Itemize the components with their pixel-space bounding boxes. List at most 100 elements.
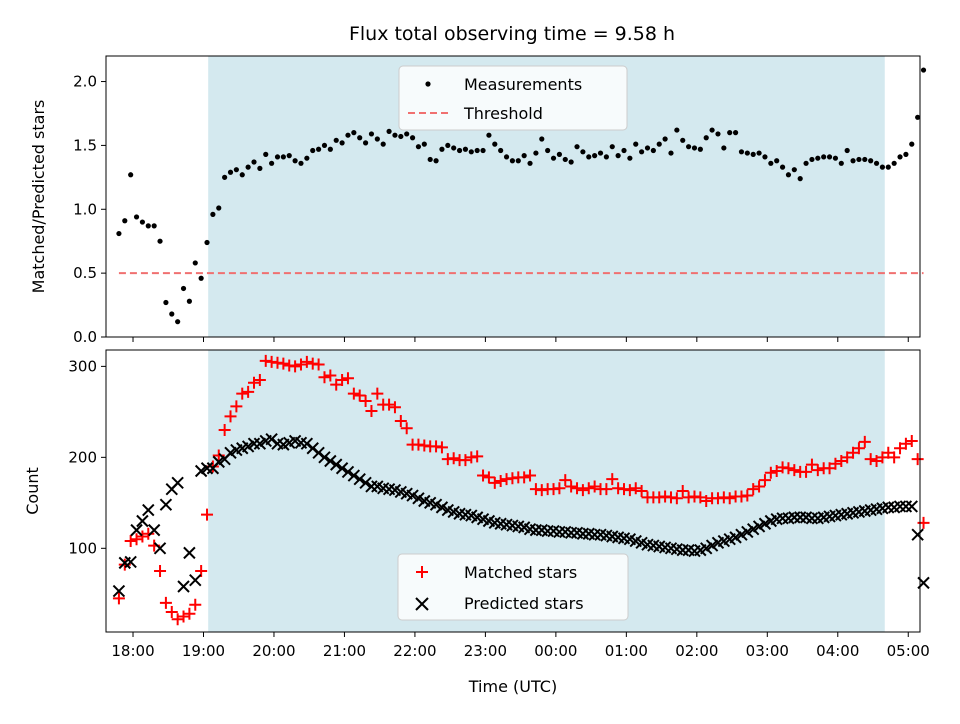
measurement-point — [286, 153, 292, 159]
measurement-point — [180, 285, 187, 292]
measurement-point — [116, 230, 122, 237]
measurement-point — [873, 160, 880, 166]
top-y-tick-label: 0.5 — [73, 264, 97, 282]
bottom-panel: 100 200 300 18:00 19:00 20:00 21:00 22:00 23:00 0… — [23, 349, 930, 696]
measurement-point — [204, 239, 210, 246]
x-tick-label: 04:00 — [816, 642, 859, 660]
predicted-star-point — [893, 500, 907, 513]
bottom-ticks: 100 200 300 18:00 19:00 20:00 21:00 22:00 23:00 0… — [68, 357, 930, 660]
measurement-point — [639, 149, 645, 155]
matched-star-point — [758, 474, 771, 487]
matched-star-point — [805, 458, 818, 471]
matched-star-point — [394, 414, 407, 427]
measurement-point — [803, 160, 809, 166]
matched-star-point — [159, 596, 172, 609]
measurement-point — [885, 164, 891, 170]
top-series — [116, 67, 927, 325]
measurement-point — [774, 158, 780, 164]
predicted-star-point — [153, 542, 167, 555]
matched-star-point — [471, 450, 484, 463]
bottom-y-tick-label: 300 — [68, 357, 97, 375]
measurement-point — [574, 144, 580, 150]
measurement-point — [615, 153, 621, 159]
measurement-point — [409, 135, 416, 141]
predicted-star-point — [171, 476, 184, 490]
matched-star-point — [383, 398, 396, 411]
matched-star-point — [788, 464, 801, 477]
matched-star-point — [336, 374, 349, 387]
measurement-point — [815, 155, 821, 161]
predicted-star-point — [793, 511, 807, 524]
matched-star-point — [447, 452, 460, 465]
measurement-point — [785, 172, 792, 178]
measurement-point — [597, 150, 604, 156]
matched-star-point — [800, 465, 813, 478]
measurement-point — [233, 167, 239, 173]
legend-matched-marker — [416, 566, 428, 578]
bottom-legend: Matched stars Predicted stars — [397, 553, 629, 621]
predicted-star-point — [112, 584, 126, 598]
matched-star-point — [142, 527, 155, 540]
measurement-point — [492, 141, 498, 147]
measurement-point — [222, 174, 228, 180]
measurement-point — [145, 223, 151, 229]
matched-star-point — [112, 592, 125, 605]
measurement-point — [644, 145, 651, 151]
measurement-point — [503, 154, 510, 160]
matched-star-point — [670, 492, 683, 505]
matched-star-point — [218, 424, 231, 437]
measurement-point — [721, 145, 727, 151]
predicted-star-point — [335, 462, 349, 475]
matched-star-point — [852, 442, 865, 455]
matched-star-point — [588, 480, 601, 493]
matched-star-point — [130, 533, 143, 546]
matched-star-point — [189, 598, 202, 611]
predicted-star-point — [776, 512, 789, 525]
matched-star-point — [277, 357, 290, 370]
predicted-star-point — [200, 462, 214, 475]
matched-star-point — [212, 449, 225, 462]
measurement-point — [832, 155, 839, 161]
measurement-point — [386, 128, 392, 134]
predicted-star-point — [130, 523, 143, 537]
top-y-tick-label: 0.0 — [73, 328, 97, 346]
matched-star-point — [899, 437, 912, 450]
measurement-point — [398, 133, 404, 140]
predicted-star-point — [576, 527, 590, 540]
matched-star-point — [347, 387, 360, 400]
measurement-point — [169, 311, 175, 317]
matched-star-point — [553, 482, 566, 495]
matched-star-point — [248, 376, 260, 389]
measurement-point — [498, 147, 504, 154]
measurement-point — [304, 155, 310, 161]
measurement-point — [298, 160, 304, 166]
matched-star-point — [341, 372, 354, 385]
measurement-point — [633, 141, 639, 147]
predicted-star-point — [676, 543, 689, 557]
predicted-star-point — [805, 512, 819, 525]
predicted-star-point — [330, 458, 343, 471]
x-tick-label: 19:00 — [182, 642, 225, 660]
matched-star-point — [136, 530, 149, 543]
measurement-point — [245, 164, 251, 170]
measurement-point — [879, 164, 886, 170]
measurement-point — [779, 164, 786, 170]
matched-star-point — [559, 474, 572, 487]
predicted-star-point — [553, 525, 566, 539]
top-panel: 0.00.51.01.52.0 Matched/Predicted stars … — [29, 55, 927, 346]
matched-star-point — [858, 435, 871, 448]
measurement-point — [269, 160, 275, 166]
measurement-point — [239, 172, 245, 178]
measurement-point — [909, 141, 915, 147]
measurement-point — [821, 154, 827, 160]
measurement-point — [133, 214, 140, 220]
measurement-point — [891, 160, 897, 166]
measurement-point — [809, 156, 815, 163]
measurement-point — [327, 146, 333, 152]
measurement-point — [850, 158, 856, 164]
measurement-point — [462, 146, 469, 152]
predicted-star-point — [347, 469, 361, 482]
top-y-tick-label: 2.0 — [73, 73, 97, 91]
predicted-star-point — [189, 573, 202, 587]
